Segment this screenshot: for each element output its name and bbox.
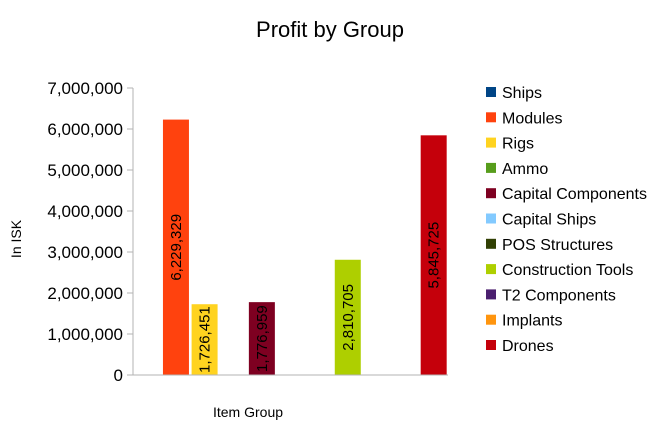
bar-value-label: 1,726,451: [197, 306, 214, 373]
legend-label: Modules: [502, 110, 562, 127]
legend-swatch: [486, 264, 496, 275]
bar-value-label: 2,810,705: [340, 284, 357, 351]
legend-label: Rigs: [502, 136, 534, 153]
legend-label: Implants: [502, 313, 562, 330]
legend-label: Capital Components: [502, 186, 647, 203]
bars: 6,229,329 1,726,451 1,776,959 2,810,705 5,84…: [162, 119, 447, 376]
legend-swatch: [486, 112, 496, 123]
y-tick-label: 6,000,000: [47, 120, 123, 139]
legend-swatch: [486, 87, 496, 97]
legend-swatch: [486, 137, 496, 148]
bar-drones: [420, 135, 447, 375]
bar-rigs: [191, 304, 218, 375]
y-tick-label: 5,000,000: [47, 161, 123, 180]
bar-value-label: 1,776,959: [254, 305, 271, 372]
y-tick-label: 3,000,000: [47, 243, 123, 262]
bar-construction-tools: [334, 259, 361, 375]
y-tick-label: 7,000,000: [47, 79, 123, 98]
bar-modules: [162, 119, 189, 376]
bar-value-label: 5,845,725: [426, 222, 443, 289]
legend-swatch: [486, 289, 496, 300]
y-tick-label: 2,000,000: [47, 284, 123, 303]
legend-swatch: [486, 162, 496, 173]
legend-label: POS Structures: [502, 237, 613, 254]
y-axis-label: In ISK: [8, 219, 24, 258]
x-axis-label: Item Group: [213, 404, 283, 420]
legend-label: Ships: [502, 85, 542, 102]
legend-label: Capital Ships: [502, 212, 596, 229]
y-tick-label: 0: [114, 366, 123, 385]
legend-swatch: [486, 213, 496, 224]
legend-swatch: [486, 314, 496, 325]
chart-title: Profit by Group: [256, 17, 404, 42]
legend-label: Drones: [502, 338, 554, 355]
legend-label: Construction Tools: [502, 262, 633, 279]
legend-label: Ammo: [502, 161, 548, 178]
bar-value-label: 6,229,329: [168, 214, 185, 281]
y-axis-ticks: 0 1,000,000 2,000,000 3,000,000 4,000,000 5,0…: [47, 79, 133, 385]
legend-swatch: [486, 340, 496, 350]
bar-capital-components: [248, 302, 275, 375]
legend-swatch: [486, 238, 496, 249]
y-tick-label: 4,000,000: [47, 202, 123, 221]
y-tick-label: 1,000,000: [47, 325, 123, 344]
axes: [132, 88, 448, 376]
legend-swatch: [486, 188, 496, 199]
legend-label: T2 Components: [502, 287, 616, 304]
legend: Ships Modules Rigs Ammo Capital Components Ca…: [486, 85, 647, 355]
